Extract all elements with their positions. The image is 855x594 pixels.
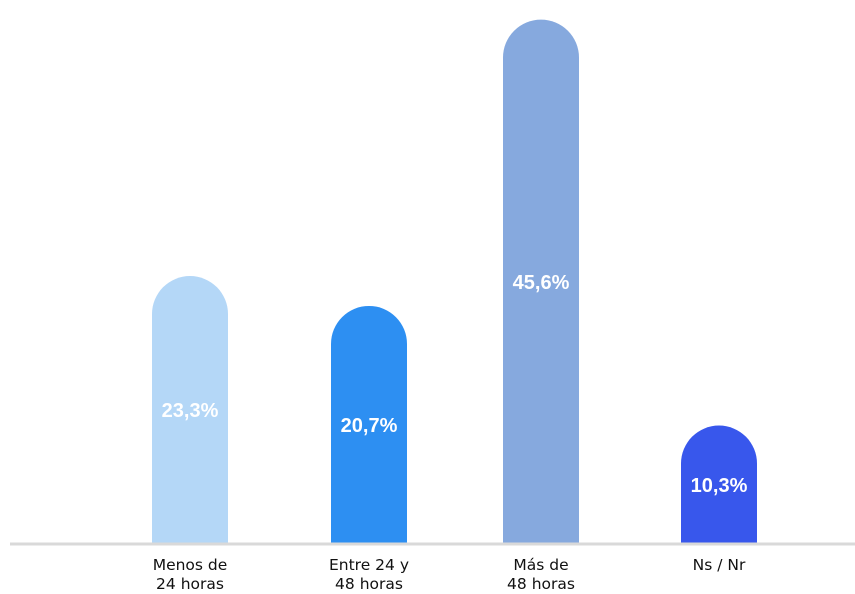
- category-label-line: Menos de: [153, 556, 228, 574]
- data-label-1: 23,3%: [162, 400, 219, 422]
- category-label-line: Ns / Nr: [693, 556, 746, 574]
- category-label-line: 48 horas: [335, 575, 403, 593]
- bar-4: [681, 425, 757, 544]
- bar-2: [331, 305, 407, 544]
- category-label-4: Ns / Nr: [693, 556, 746, 574]
- category-label-line: 48 horas: [507, 575, 575, 593]
- category-label-1: Menos de 24 horas: [153, 556, 228, 593]
- bar-1: [152, 276, 228, 544]
- category-label-line: 24 horas: [156, 575, 224, 593]
- data-label-3: 45,6%: [513, 272, 570, 294]
- bar-3: [503, 19, 579, 545]
- data-label-2: 20,7%: [341, 415, 398, 437]
- category-label-line: Más de: [513, 556, 568, 574]
- category-label-3: Más de 48 horas: [507, 556, 575, 593]
- data-label-4: 10,3%: [691, 475, 748, 497]
- category-label-line: Entre 24 y: [329, 556, 409, 574]
- bars-group: 23,3% 20,7% 45,6% 10,3%: [152, 19, 757, 545]
- category-label-2: Entre 24 y 48 horas: [329, 556, 409, 593]
